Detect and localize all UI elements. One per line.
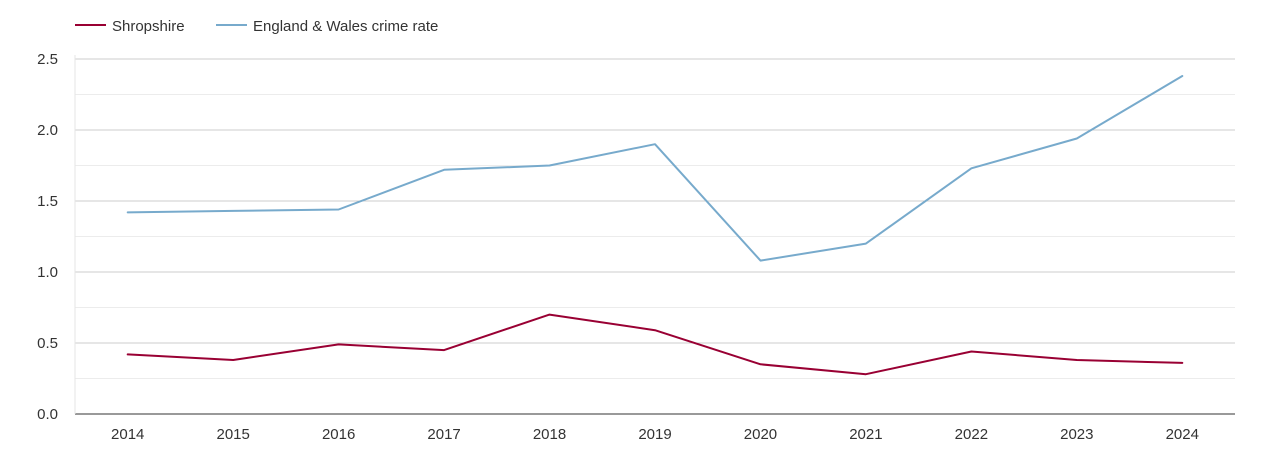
x-tick-label: 2017 — [427, 426, 460, 443]
x-tick-label: 2018 — [533, 426, 566, 443]
x-tick-label: 2019 — [638, 426, 671, 443]
y-tick-label: 1.5 — [37, 193, 58, 210]
series-line-england-wales-crime-rate — [126, 75, 1184, 262]
x-tick-label: 2020 — [744, 426, 777, 443]
data-point-england-wales-crime-rate-2024[interactable] — [1179, 73, 1185, 79]
x-axis-ticks: 2014 2015 2016 2017 2018 2019 2020 2021 2022 2023… — [111, 426, 1199, 443]
data-point-shropshire-2024[interactable] — [1179, 360, 1185, 366]
x-tick-label: 2021 — [849, 426, 882, 443]
data-point-england-wales-crime-rate-2022[interactable] — [968, 165, 974, 171]
legend-label-england-wales: England & Wales crime rate — [253, 18, 438, 35]
data-point-england-wales-crime-rate-2021[interactable] — [863, 241, 869, 247]
grid — [74, 55, 1235, 415]
x-tick-label: 2023 — [1060, 426, 1093, 443]
data-point-shropshire-2021[interactable] — [863, 371, 869, 377]
x-tick-label: 2014 — [111, 426, 144, 443]
data-point-england-wales-crime-rate-2019[interactable] — [652, 141, 658, 147]
data-point-england-wales-crime-rate-2020[interactable] — [757, 258, 763, 264]
data-point-shropshire-2018[interactable] — [547, 312, 553, 318]
data-point-england-wales-crime-rate-2015[interactable] — [230, 208, 236, 214]
data-point-england-wales-crime-rate-2017[interactable] — [441, 167, 447, 173]
y-tick-label: 1.0 — [37, 264, 58, 281]
legend-label-shropshire: Shropshire — [112, 18, 185, 35]
data-point-shropshire-2015[interactable] — [230, 357, 236, 363]
y-axis-ticks: 0.0 0.5 1.0 1.5 2.0 2.5 — [37, 51, 58, 423]
x-tick-label: 2016 — [322, 426, 355, 443]
series-group — [125, 73, 1185, 377]
y-tick-label: 0.5 — [37, 335, 58, 352]
data-point-shropshire-2016[interactable] — [336, 341, 342, 347]
data-point-shropshire-2020[interactable] — [757, 361, 763, 367]
x-tick-label: 2015 — [216, 426, 249, 443]
x-tick-label: 2022 — [955, 426, 988, 443]
legend: Shropshire England & Wales crime rate — [75, 18, 438, 35]
data-point-shropshire-2014[interactable] — [125, 351, 131, 357]
data-point-shropshire-2019[interactable] — [652, 327, 658, 333]
data-point-england-wales-crime-rate-2016[interactable] — [336, 207, 342, 213]
y-tick-label: 2.5 — [37, 51, 58, 68]
data-point-shropshire-2017[interactable] — [441, 347, 447, 353]
series-line-shropshire — [126, 313, 1184, 376]
data-point-shropshire-2023[interactable] — [1074, 357, 1080, 363]
data-point-shropshire-2022[interactable] — [968, 349, 974, 355]
data-point-england-wales-crime-rate-2018[interactable] — [547, 163, 553, 169]
y-tick-label: 0.0 — [37, 406, 58, 423]
data-point-england-wales-crime-rate-2023[interactable] — [1074, 136, 1080, 142]
x-tick-label: 2024 — [1166, 426, 1199, 443]
data-point-england-wales-crime-rate-2014[interactable] — [125, 209, 131, 215]
y-tick-label: 2.0 — [37, 122, 58, 139]
